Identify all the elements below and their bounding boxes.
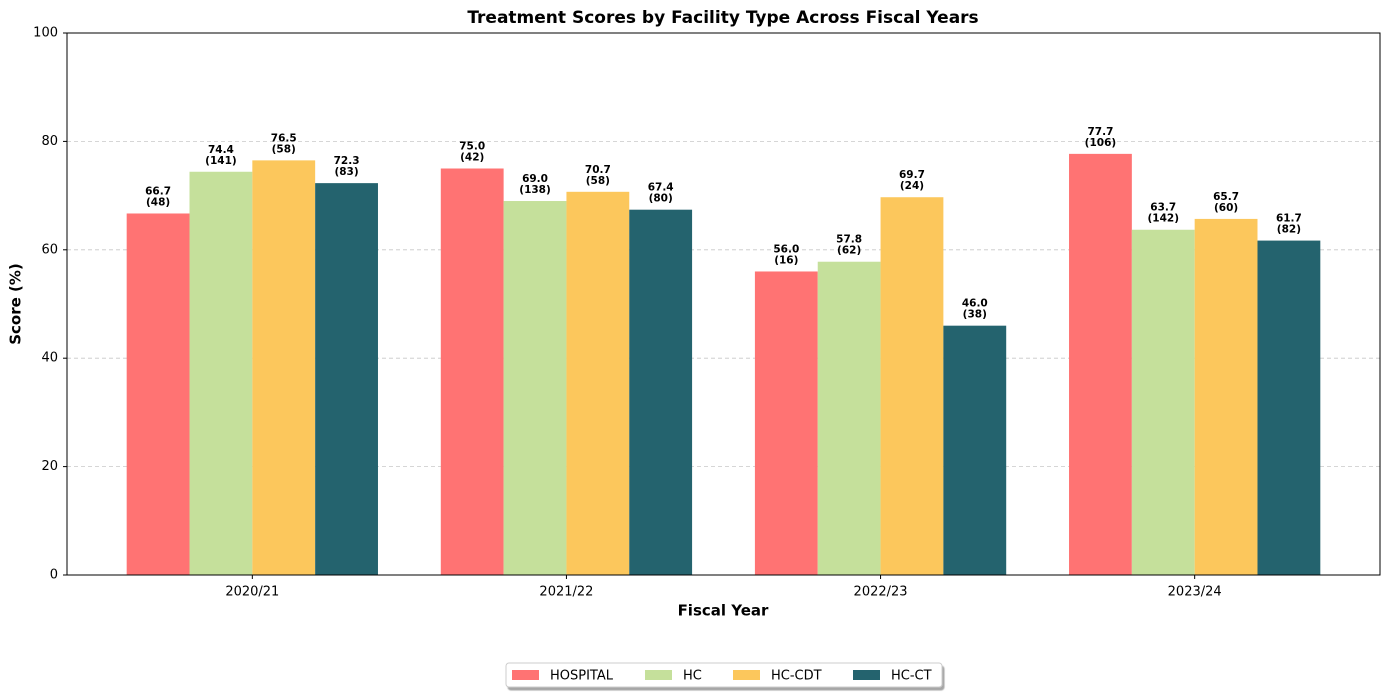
value-label: 69.0 xyxy=(522,173,548,185)
x-tick-label: 2020/21 xyxy=(225,585,279,600)
bar xyxy=(252,160,316,575)
count-label: (83) xyxy=(334,166,358,178)
count-label: (16) xyxy=(774,254,798,266)
x-axis-label: Fiscal Year xyxy=(678,602,769,620)
legend-swatch xyxy=(645,670,672,680)
bar xyxy=(754,271,818,575)
bar xyxy=(1069,153,1132,575)
count-label: (58) xyxy=(586,175,610,187)
bar xyxy=(189,171,253,575)
bar xyxy=(880,197,944,575)
x-tick-label: 2022/23 xyxy=(854,585,908,600)
y-tick-label: 40 xyxy=(41,351,58,366)
count-label: (24) xyxy=(900,180,924,192)
value-label: 67.4 xyxy=(648,182,674,194)
value-label: 75.0 xyxy=(459,141,485,153)
bar xyxy=(1131,229,1195,575)
bar xyxy=(503,201,567,575)
legend-label: HC xyxy=(683,669,702,684)
value-label: 61.7 xyxy=(1276,213,1302,225)
value-label: 56.0 xyxy=(773,243,799,255)
y-axis-label: Score (%) xyxy=(7,263,25,345)
y-tick-label: 100 xyxy=(33,26,58,41)
bar xyxy=(1194,218,1258,575)
count-label: (38) xyxy=(963,309,987,321)
y-tick-label: 20 xyxy=(41,459,58,474)
value-label: 63.7 xyxy=(1150,202,1176,214)
legend-label: HOSPITAL xyxy=(550,669,614,684)
bar xyxy=(440,168,504,575)
value-label: 57.8 xyxy=(836,234,862,246)
bar xyxy=(566,191,630,575)
count-label: (62) xyxy=(837,245,861,257)
y-tick-label: 60 xyxy=(41,242,58,257)
x-tick-label: 2021/22 xyxy=(539,585,593,600)
value-label: 66.7 xyxy=(145,185,171,197)
legend-swatch xyxy=(512,670,539,680)
legend: HOSPITAL HC HC-CDT HC-CT xyxy=(505,662,943,688)
bar xyxy=(1257,240,1321,575)
value-label: 46.0 xyxy=(962,298,988,310)
bar xyxy=(943,325,1007,575)
count-label: (48) xyxy=(146,196,170,208)
value-label: 69.7 xyxy=(899,169,925,181)
legend-swatch xyxy=(733,670,760,680)
legend-label: HC-CT xyxy=(891,669,932,684)
legend-box xyxy=(505,662,943,688)
count-label: (141) xyxy=(205,155,237,167)
value-label: 76.5 xyxy=(271,132,297,144)
count-label: (106) xyxy=(1085,137,1117,149)
value-label: 70.7 xyxy=(585,164,611,176)
value-label: 77.7 xyxy=(1087,126,1113,138)
count-label: (42) xyxy=(460,152,484,164)
count-label: (142) xyxy=(1148,213,1180,225)
y-tick-label: 80 xyxy=(41,134,58,149)
count-label: (60) xyxy=(1214,202,1238,214)
legend-swatch xyxy=(853,670,880,680)
bar xyxy=(629,209,693,575)
x-tick-label: 2023/24 xyxy=(1168,585,1222,600)
bar xyxy=(817,261,881,575)
bar xyxy=(126,213,190,575)
bars xyxy=(126,153,1321,575)
value-label: 65.7 xyxy=(1213,191,1239,203)
legend-label: HC-CDT xyxy=(771,669,822,684)
value-label: 72.3 xyxy=(334,155,360,167)
chart-title: Treatment Scores by Facility Type Across… xyxy=(467,8,978,28)
count-label: (82) xyxy=(1277,224,1301,236)
value-label: 74.4 xyxy=(208,144,234,156)
count-label: (58) xyxy=(272,143,296,155)
y-tick-label: 0 xyxy=(50,568,58,583)
bar xyxy=(315,183,378,575)
count-label: (80) xyxy=(649,193,673,205)
count-label: (138) xyxy=(519,184,551,196)
plot-frame xyxy=(66,32,1381,576)
